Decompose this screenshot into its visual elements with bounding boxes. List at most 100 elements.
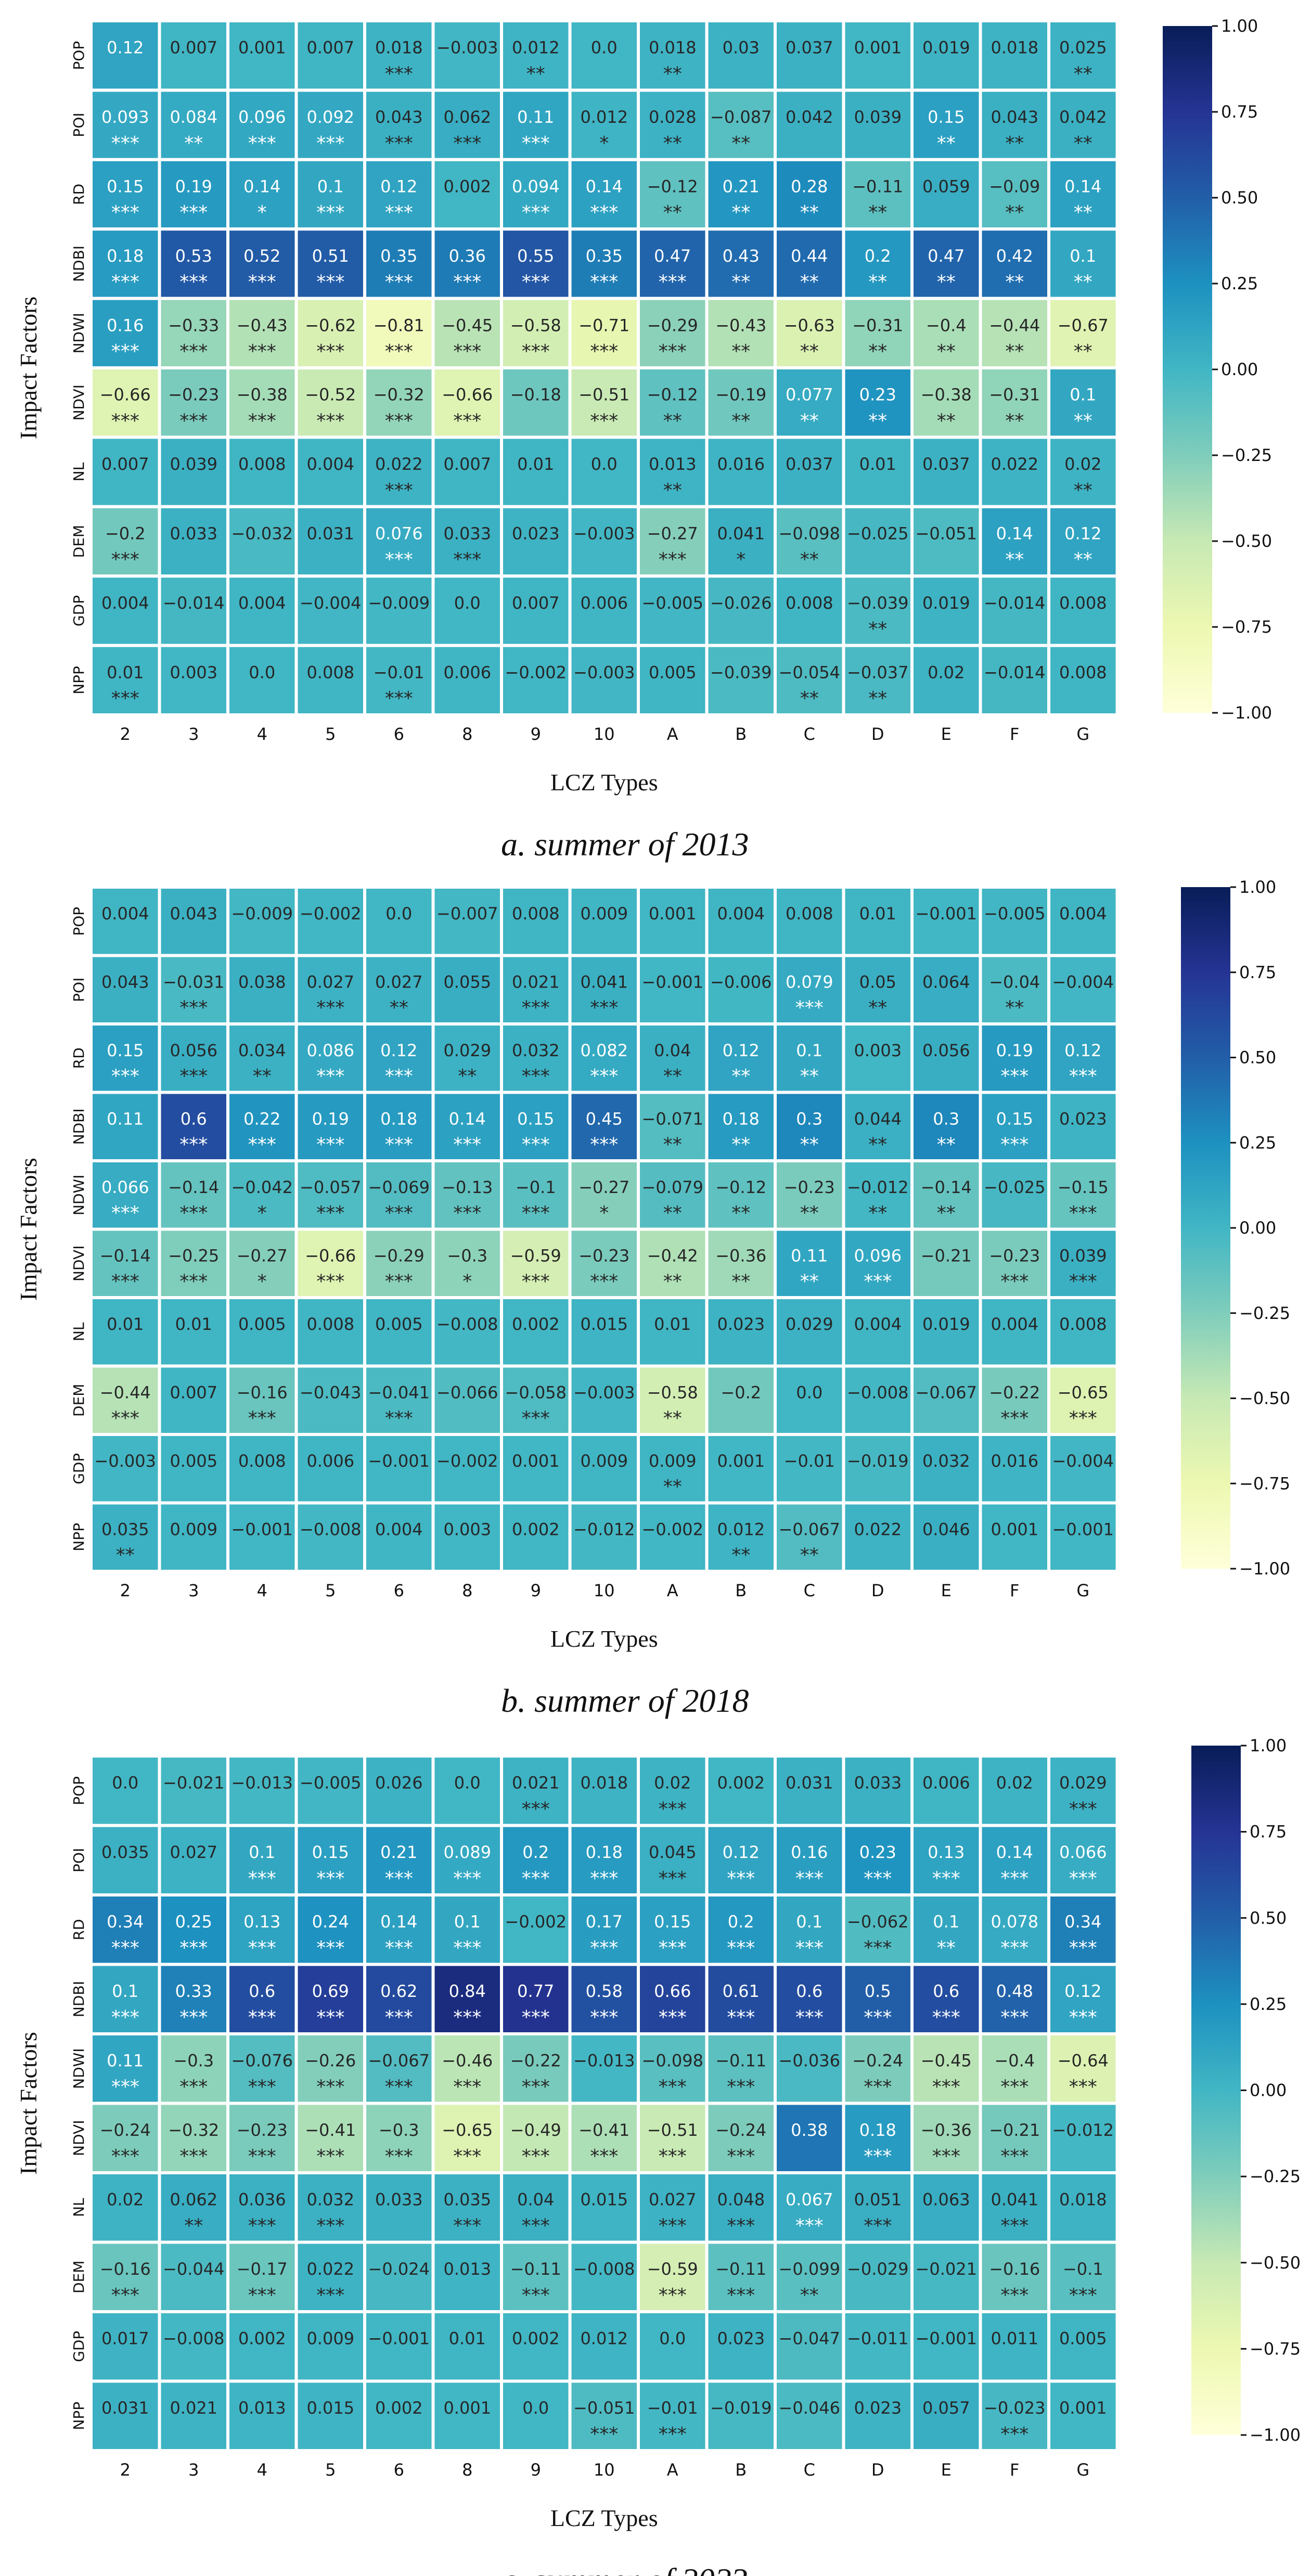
cell-value-label: −0.087 bbox=[710, 107, 772, 127]
heatmap-cell bbox=[910, 1364, 982, 1436]
cell-value-label: 0.007 bbox=[170, 1382, 217, 1402]
heatmap-cell bbox=[774, 505, 845, 578]
cell-value-label: −0.021 bbox=[916, 2259, 977, 2279]
colorbar-tick-label: 0.75 bbox=[1221, 102, 1258, 122]
heatmap-cell bbox=[226, 2240, 298, 2313]
cell-value-label: 0.24 bbox=[312, 1912, 349, 1932]
y-tick-label: NL bbox=[70, 462, 87, 481]
cell-value-label: −0.23 bbox=[168, 385, 219, 405]
heatmap-cell bbox=[910, 1501, 982, 1573]
cell-value-label: −0.025 bbox=[984, 1177, 1045, 1197]
significance-label: ** bbox=[1005, 272, 1024, 293]
significance-label: ** bbox=[937, 1202, 956, 1224]
significance-label: *** bbox=[385, 1134, 413, 1155]
cell-value-label: −0.037 bbox=[847, 662, 908, 682]
x-tick-label: 3 bbox=[188, 1581, 199, 1600]
colorbar-tick-label: 1.00 bbox=[1239, 877, 1276, 897]
significance-label: * bbox=[599, 1202, 609, 1224]
significance-label: ** bbox=[731, 1271, 750, 1292]
significance-label: ** bbox=[731, 1066, 750, 1087]
y-tick-label: GDP bbox=[70, 595, 87, 626]
significance-label: *** bbox=[1069, 1202, 1097, 1224]
significance-label: ** bbox=[1005, 549, 1024, 570]
cell-value-label: −0.27 bbox=[647, 523, 698, 543]
cell-value-label: −0.079 bbox=[642, 1177, 703, 1197]
cell-value-label: 0.6 bbox=[933, 1981, 959, 2001]
cell-value-label: −0.01 bbox=[647, 2398, 698, 2418]
cell-value-label: −0.65 bbox=[1058, 1382, 1109, 1402]
heatmap-cell bbox=[637, 1022, 709, 1094]
cell-value-label: 0.15 bbox=[107, 176, 144, 196]
cell-value-label: −0.13 bbox=[442, 1177, 493, 1197]
cell-value-label: −0.024 bbox=[368, 2259, 430, 2279]
significance-label: *** bbox=[659, 2076, 687, 2097]
significance-label: *** bbox=[795, 2215, 824, 2236]
significance-label: *** bbox=[453, 1868, 481, 1889]
significance-label: *** bbox=[522, 2285, 550, 2306]
significance-label: *** bbox=[522, 1134, 550, 1155]
heatmap-cell bbox=[979, 1159, 1050, 1231]
y-tick-label: DEM bbox=[70, 2261, 87, 2293]
colorbar-tick-label: −0.25 bbox=[1250, 2167, 1301, 2186]
significance-label: *** bbox=[932, 2146, 960, 2167]
cell-value-label: 0.02 bbox=[654, 1773, 691, 1793]
cell-value-label: 0.043 bbox=[375, 107, 423, 127]
cell-value-label: 0.1 bbox=[796, 1912, 822, 1932]
heatmap-cell bbox=[774, 1364, 845, 1436]
cell-value-label: 0.18 bbox=[380, 1109, 417, 1129]
cell-value-label: −0.031 bbox=[163, 972, 224, 992]
heatmap-cell bbox=[363, 505, 435, 578]
significance-label: *** bbox=[316, 2285, 344, 2306]
cell-value-label: 0.037 bbox=[922, 454, 970, 474]
significance-label: *** bbox=[590, 1271, 618, 1292]
cell-value-label: −0.11 bbox=[715, 2259, 766, 2279]
significance-label: *** bbox=[316, 2215, 344, 2236]
x-tick-label: 9 bbox=[531, 1581, 541, 1600]
significance-label: ** bbox=[800, 1271, 819, 1292]
significance-label: *** bbox=[1069, 1937, 1097, 1958]
significance-label: *** bbox=[1000, 1937, 1029, 1958]
cell-value-label: −0.19 bbox=[715, 385, 766, 405]
significance-label: *** bbox=[932, 1868, 960, 1889]
heatmap-cell bbox=[979, 435, 1050, 508]
heatmap-cell bbox=[705, 1754, 777, 1827]
cell-value-label: 0.056 bbox=[170, 1041, 217, 1060]
heatmap-cell bbox=[500, 2171, 572, 2244]
significance-label: *** bbox=[385, 2007, 413, 2028]
cell-value-label: −0.4 bbox=[994, 2051, 1035, 2071]
heatmap-cell bbox=[568, 1364, 640, 1436]
cell-value-label: 0.035 bbox=[101, 1842, 149, 1862]
cell-value-label: 0.023 bbox=[854, 2398, 902, 2418]
significance-label: ** bbox=[731, 1202, 750, 1224]
cell-value-label: 0.021 bbox=[512, 1773, 560, 1793]
heatmap-cell bbox=[431, 574, 503, 647]
y-tick-label: GDP bbox=[70, 1453, 87, 1484]
heatmap-cell bbox=[842, 1754, 914, 1827]
cell-value-label: −0.46 bbox=[442, 2051, 493, 2071]
significance-label: ** bbox=[937, 1134, 956, 1155]
heatmap-cell bbox=[158, 1296, 229, 1368]
significance-label: *** bbox=[522, 133, 550, 154]
cell-value-label: −0.008 bbox=[436, 1314, 498, 1334]
y-tick-label: POP bbox=[70, 907, 87, 936]
significance-label: ** bbox=[800, 549, 819, 570]
x-tick-label: G bbox=[1076, 724, 1089, 744]
significance-label: ** bbox=[663, 480, 682, 501]
cell-value-label: 0.0 bbox=[385, 904, 412, 924]
heatmap-cell bbox=[842, 2379, 914, 2452]
cell-value-label: −0.008 bbox=[573, 2259, 635, 2279]
heatmap-cell bbox=[431, 1501, 503, 1573]
cell-value-label: 0.04 bbox=[654, 1041, 691, 1060]
cell-value-label: 0.15 bbox=[107, 1041, 144, 1060]
heatmap-cell bbox=[226, 2171, 298, 2244]
significance-label: *** bbox=[111, 2007, 139, 2028]
cell-value-label: −0.066 bbox=[436, 1382, 498, 1402]
cell-value-label: 0.01 bbox=[175, 1314, 212, 1334]
heatmap-cell bbox=[158, 1022, 229, 1094]
cell-value-label: −0.38 bbox=[921, 385, 972, 405]
cell-value-label: 0.007 bbox=[101, 454, 149, 474]
heatmap-cell bbox=[431, 1754, 503, 1827]
cell-value-label: 0.015 bbox=[580, 1314, 628, 1334]
cell-value-label: 0.022 bbox=[991, 454, 1038, 474]
significance-label: * bbox=[599, 133, 609, 154]
